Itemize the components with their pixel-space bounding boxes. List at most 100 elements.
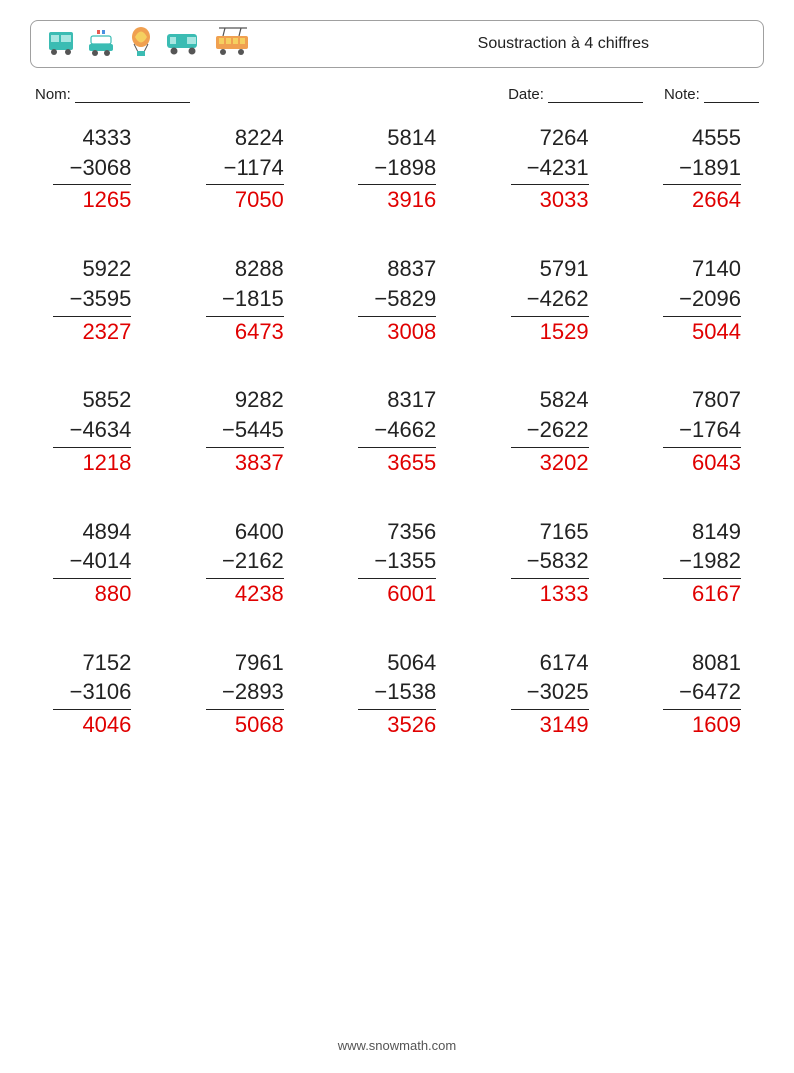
answer: 1333 xyxy=(540,579,589,610)
subtrahend-line: −3025 xyxy=(527,677,589,707)
date-underline xyxy=(548,87,643,103)
problems-grid: 4333−306812658224−117470505814−189839167… xyxy=(25,123,769,741)
subtrahend: 3025 xyxy=(540,677,589,707)
answer: 880 xyxy=(95,579,132,610)
name-field: Nom: xyxy=(35,86,190,103)
subtrahend: 4662 xyxy=(387,415,436,445)
info-row: Nom: Date: Note: xyxy=(35,86,759,103)
subtrahend: 2162 xyxy=(235,546,284,576)
minuend: 9282 xyxy=(235,385,284,415)
answer: 3526 xyxy=(387,710,436,741)
subtraction-problem: 7807−17646043 xyxy=(635,385,769,478)
balloon-icon xyxy=(125,26,157,63)
minus-operator: − xyxy=(224,153,237,183)
minuend: 4333 xyxy=(82,123,131,153)
minus-operator: − xyxy=(527,284,540,314)
answer: 1265 xyxy=(82,185,131,216)
answer: 7050 xyxy=(235,185,284,216)
answer: 6167 xyxy=(692,579,741,610)
subtraction-problem: 4555−18912664 xyxy=(635,123,769,216)
minus-operator: − xyxy=(70,546,83,576)
answer: 1529 xyxy=(540,317,589,348)
minus-operator: − xyxy=(222,546,235,576)
minuend: 8081 xyxy=(692,648,741,678)
subtraction-problem: 5791−42621529 xyxy=(482,254,616,347)
minuend: 5814 xyxy=(387,123,436,153)
minuend: 6174 xyxy=(540,648,589,678)
subtrahend-line: −1898 xyxy=(374,153,436,183)
subtrahend: 3595 xyxy=(82,284,131,314)
minuend: 8288 xyxy=(235,254,284,284)
subtrahend-line: −2893 xyxy=(222,677,284,707)
minus-operator: − xyxy=(527,415,540,445)
subtrahend-line: −1538 xyxy=(374,677,436,707)
answer: 3033 xyxy=(540,185,589,216)
subtrahend: 4634 xyxy=(82,415,131,445)
minus-operator: − xyxy=(70,284,83,314)
subtraction-problem: 5064−15383526 xyxy=(330,648,464,741)
subtraction-problem: 9282−54453837 xyxy=(177,385,311,478)
note-label: Note: xyxy=(664,86,700,103)
answer: 3916 xyxy=(387,185,436,216)
minus-operator: − xyxy=(679,546,692,576)
minus-operator: − xyxy=(374,415,387,445)
subtraction-problem: 7140−20965044 xyxy=(635,254,769,347)
minuend: 5824 xyxy=(540,385,589,415)
answer: 1218 xyxy=(82,448,131,479)
subtrahend-line: −4662 xyxy=(374,415,436,445)
minuend: 7264 xyxy=(540,123,589,153)
answer: 3149 xyxy=(540,710,589,741)
subtrahend: 5829 xyxy=(387,284,436,314)
subtrahend: 1538 xyxy=(387,677,436,707)
minus-operator: − xyxy=(374,284,387,314)
minuend: 5852 xyxy=(82,385,131,415)
minus-operator: − xyxy=(374,153,387,183)
subtraction-problem: 7152−31064046 xyxy=(25,648,159,741)
subtrahend: 1764 xyxy=(692,415,741,445)
minuend: 6400 xyxy=(235,517,284,547)
minuend: 8149 xyxy=(692,517,741,547)
answer: 1609 xyxy=(692,710,741,741)
subtraction-problem: 7356−13556001 xyxy=(330,517,464,610)
minuend: 8837 xyxy=(387,254,436,284)
minus-operator: − xyxy=(679,284,692,314)
subtraction-problem: 5922−35952327 xyxy=(25,254,159,347)
answer: 2327 xyxy=(82,317,131,348)
subtraction-problem: 8837−58293008 xyxy=(330,254,464,347)
minus-operator: − xyxy=(222,284,235,314)
subtrahend-line: −4014 xyxy=(70,546,132,576)
minus-operator: − xyxy=(70,677,83,707)
subtrahend: 4231 xyxy=(540,153,589,183)
bus-icon xyxy=(45,26,77,63)
answer: 2664 xyxy=(692,185,741,216)
subtraction-problem: 8288−18156473 xyxy=(177,254,311,347)
subtraction-problem: 7165−58321333 xyxy=(482,517,616,610)
minus-operator: − xyxy=(222,677,235,707)
subtraction-problem: 8317−46623655 xyxy=(330,385,464,478)
subtrahend: 4262 xyxy=(540,284,589,314)
minuend: 5791 xyxy=(540,254,589,284)
subtraction-problem: 7264−42313033 xyxy=(482,123,616,216)
worksheet-title: Soustraction à 4 chiffres xyxy=(478,35,749,53)
subtraction-problem: 8149−19826167 xyxy=(635,517,769,610)
subtrahend: 1815 xyxy=(235,284,284,314)
subtrahend-line: −1355 xyxy=(374,546,436,576)
subtraction-problem: 5852−46341218 xyxy=(25,385,159,478)
subtrahend: 1898 xyxy=(387,153,436,183)
subtrahend: 4014 xyxy=(82,546,131,576)
minuend: 7961 xyxy=(235,648,284,678)
subtrahend: 2622 xyxy=(540,415,589,445)
minuend: 7807 xyxy=(692,385,741,415)
name-label: Nom: xyxy=(35,86,71,103)
subtrahend-line: −1764 xyxy=(679,415,741,445)
subtrahend-line: −3106 xyxy=(70,677,132,707)
minuend: 7356 xyxy=(387,517,436,547)
subtraction-problem: 8081−64721609 xyxy=(635,648,769,741)
subtrahend-line: −6472 xyxy=(679,677,741,707)
answer: 5044 xyxy=(692,317,741,348)
subtrahend-line: −5832 xyxy=(527,546,589,576)
subtrahend-line: −1174 xyxy=(224,153,284,183)
subtrahend: 1174 xyxy=(236,153,283,183)
subtraction-problem: 6400−21624238 xyxy=(177,517,311,610)
minus-operator: − xyxy=(374,677,387,707)
